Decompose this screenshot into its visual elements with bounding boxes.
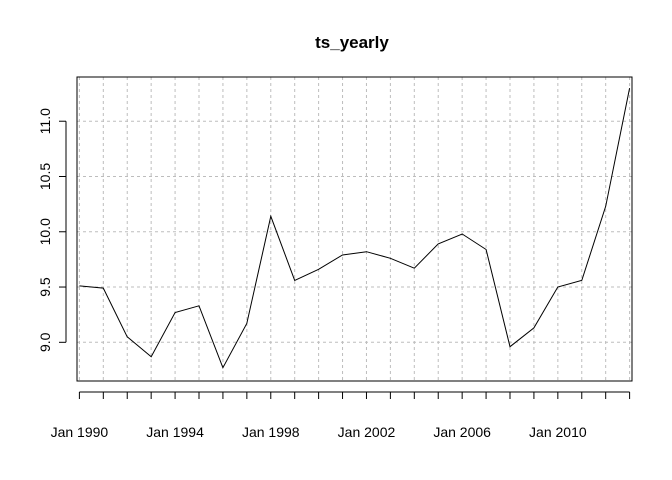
x-tick-label: Jan 1998 (242, 424, 300, 440)
chart-title: ts_yearly (315, 33, 389, 52)
x-tick-label: Jan 1990 (51, 424, 109, 440)
y-tick-label: 10.5 (37, 163, 53, 190)
x-tick-label: Jan 2002 (338, 424, 396, 440)
plot-frame (76, 76, 633, 382)
x-axis: Jan 1990 Jan 1994 Jan 1998 Jan 2002 Jan 2006… (51, 391, 631, 440)
y-tick-label: 10.0 (37, 218, 53, 245)
x-tick-label: Jan 2006 (433, 424, 491, 440)
x-tick-label: Jan 2010 (529, 424, 587, 440)
grid (77, 77, 632, 381)
y-tick-label: 11.0 (37, 108, 53, 134)
series-line (79, 88, 631, 369)
y-tick-label: 9.0 (37, 332, 53, 352)
y-axis: 9.0 9.5 10.0 10.5 11.0 (37, 108, 67, 352)
y-tick-label: 9.5 (37, 277, 53, 297)
x-tick-label: Jan 1994 (146, 424, 204, 440)
series-group (79, 88, 631, 369)
